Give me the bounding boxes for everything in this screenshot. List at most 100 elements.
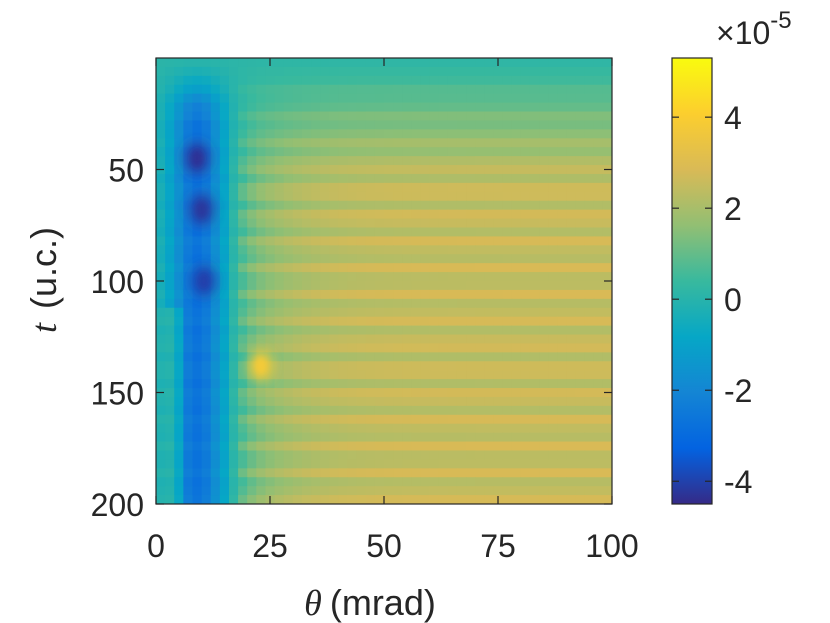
- heatmap-cell: [493, 263, 504, 273]
- heatmap-cell: [320, 307, 330, 318]
- heatmap-cell: [210, 370, 221, 380]
- heatmap-cell: [420, 102, 431, 113]
- heatmap-cell: [165, 254, 175, 264]
- heatmap-cell: [320, 111, 330, 122]
- heatmap-cell: [566, 370, 577, 380]
- heatmap-cell: [402, 272, 412, 282]
- heatmap-cell: [557, 441, 567, 452]
- heatmap-cell: [338, 254, 349, 264]
- heatmap-cell: [511, 236, 522, 246]
- heatmap-cell: [529, 432, 540, 443]
- heatmap-cell: [311, 165, 321, 175]
- heatmap-cell: [374, 432, 385, 443]
- heatmap-cell: [374, 84, 385, 95]
- heatmap-cell: [393, 156, 403, 166]
- heatmap-cell: [192, 93, 203, 104]
- heatmap-cell: [502, 414, 513, 425]
- heatmap-cell: [256, 254, 267, 264]
- heatmap-cell: [539, 165, 549, 175]
- heatmap-cell: [320, 343, 330, 353]
- heatmap-cell: [475, 58, 485, 68]
- heatmap-cell: [228, 468, 239, 478]
- heatmap-cell: [356, 245, 367, 255]
- heatmap-cell: [548, 263, 558, 273]
- heatmap-cell: [174, 298, 184, 309]
- heatmap-cell: [374, 102, 385, 113]
- heatmap-cell: [593, 370, 604, 380]
- heatmap-cell: [602, 254, 612, 264]
- heatmap-cell: [165, 405, 175, 416]
- heatmap-cell: [438, 227, 449, 237]
- heatmap-cell: [201, 165, 212, 175]
- heatmap-cell: [475, 191, 485, 202]
- heatmap-cell: [420, 58, 431, 68]
- heatmap-cell: [265, 459, 276, 469]
- heatmap-cell: [393, 245, 403, 255]
- heatmap-cell: [539, 352, 549, 362]
- heatmap-cell: [511, 218, 522, 229]
- heatmap-cell: [520, 58, 531, 68]
- heatmap-cell: [210, 361, 221, 371]
- heatmap-cell: [156, 281, 166, 291]
- heatmap-cell: [374, 289, 385, 300]
- heatmap-cell: [219, 307, 230, 318]
- heatmap-cell: [493, 281, 504, 291]
- heatmap-cell: [311, 182, 321, 193]
- heatmap-cell: [329, 138, 339, 148]
- heatmap-cell: [466, 432, 476, 443]
- heatmap-cell: [584, 486, 595, 496]
- heatmap-cell: [529, 396, 540, 407]
- heatmap-cell: [566, 361, 577, 371]
- heatmap-cell: [283, 147, 294, 157]
- heatmap-cell: [411, 156, 422, 166]
- heatmap-cell: [301, 432, 312, 443]
- heatmap-cell: [429, 316, 440, 327]
- heatmap-cell: [165, 227, 175, 237]
- heatmap-cell: [557, 236, 567, 246]
- heatmap-cell: [374, 388, 385, 398]
- heatmap-cell: [347, 165, 358, 175]
- heatmap-cell: [210, 477, 221, 487]
- heatmap-cell: [265, 396, 276, 407]
- heatmap-cell: [311, 218, 321, 229]
- heatmap-cell: [183, 334, 194, 345]
- heatmap-cell: [365, 102, 376, 113]
- heatmap-cell: [265, 423, 276, 434]
- heatmap-cell: [411, 289, 422, 300]
- heatmap-cell: [165, 432, 175, 443]
- heatmap-cell: [365, 58, 376, 68]
- heatmap-cell: [228, 441, 239, 452]
- heatmap-cell: [301, 191, 312, 202]
- heatmap-cell: [174, 414, 184, 425]
- heatmap-cell: [420, 182, 431, 193]
- heatmap-cell: [447, 468, 458, 478]
- heatmap-cell: [238, 209, 248, 220]
- heatmap-cell: [529, 486, 540, 496]
- heatmap-cell: [584, 245, 595, 255]
- heatmap-cell: [283, 281, 294, 291]
- heatmap-cell: [438, 147, 449, 157]
- heatmap-cell: [265, 236, 276, 246]
- heatmap-cell: [593, 289, 604, 300]
- heatmap-cell: [602, 227, 612, 237]
- heatmap-cell: [247, 218, 257, 229]
- heatmap-cell: [593, 263, 604, 273]
- heatmap-cell: [502, 200, 513, 211]
- heatmap-cell: [475, 173, 485, 184]
- heatmap-cell: [320, 93, 330, 104]
- heatmap-cell: [238, 405, 248, 416]
- heatmap-cell: [329, 325, 339, 336]
- heatmap-cell: [602, 156, 612, 166]
- heatmap-cell: [557, 370, 567, 380]
- heatmap-cell: [292, 307, 303, 318]
- heatmap-cell: [238, 396, 248, 407]
- heatmap-cell: [384, 495, 394, 504]
- heatmap-cell: [311, 486, 321, 496]
- heatmap-cell: [593, 102, 604, 113]
- heatmap-cell: [256, 414, 267, 425]
- heatmap-cell: [165, 441, 175, 452]
- heatmap-cell: [219, 370, 230, 380]
- heatmap-cell: [602, 316, 612, 327]
- heatmap-cell: [520, 156, 531, 166]
- heatmap-cell: [539, 423, 549, 434]
